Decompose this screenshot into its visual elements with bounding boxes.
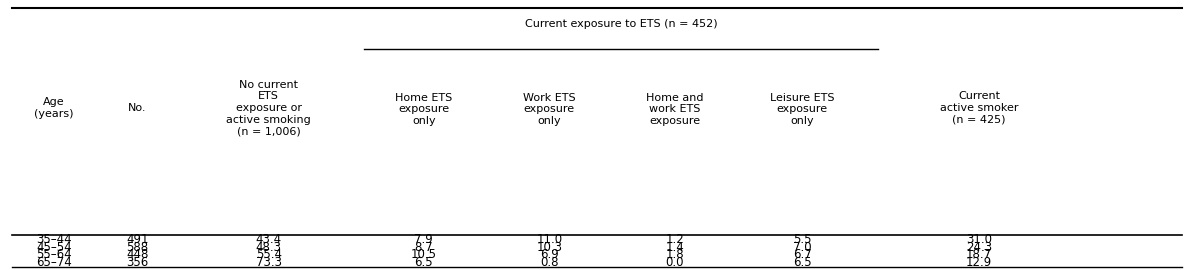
Text: No.: No.	[128, 103, 147, 113]
Text: 31.0: 31.0	[966, 234, 992, 247]
Text: 18.7: 18.7	[966, 248, 992, 261]
Text: 8.7: 8.7	[414, 241, 433, 254]
Text: 43.4: 43.4	[256, 234, 282, 247]
Text: 65–74: 65–74	[36, 256, 72, 269]
Text: 48.3: 48.3	[256, 241, 282, 254]
Text: Current exposure to ETS (n = 452): Current exposure to ETS (n = 452)	[524, 19, 718, 29]
Text: Home ETS
exposure
only: Home ETS exposure only	[395, 93, 453, 126]
Text: 1.8: 1.8	[665, 248, 684, 261]
Text: 45–54: 45–54	[36, 241, 72, 254]
Text: 24.3: 24.3	[966, 241, 992, 254]
Text: 7.9: 7.9	[414, 234, 433, 247]
Text: 10.3: 10.3	[536, 241, 562, 254]
Text: Home and
work ETS
exposure: Home and work ETS exposure	[646, 93, 703, 126]
Text: 6.7: 6.7	[793, 248, 812, 261]
Text: 10.5: 10.5	[411, 248, 437, 261]
Text: 588: 588	[127, 241, 148, 254]
Text: Age
(years): Age (years)	[33, 97, 74, 119]
Text: 12.9: 12.9	[966, 256, 992, 269]
Text: 6.5: 6.5	[414, 256, 433, 269]
Text: 1.2: 1.2	[665, 234, 684, 247]
Text: 356: 356	[127, 256, 148, 269]
Text: 73.3: 73.3	[256, 256, 282, 269]
Text: No current
ETS
exposure or
active smoking
(n = 1,006): No current ETS exposure or active smokin…	[227, 80, 310, 136]
Text: Work ETS
exposure
only: Work ETS exposure only	[523, 93, 576, 126]
Text: 35–44: 35–44	[36, 234, 72, 247]
Text: 55–64: 55–64	[36, 248, 72, 261]
Text: 491: 491	[127, 234, 148, 247]
Text: 1.4: 1.4	[665, 241, 684, 254]
Text: 0.0: 0.0	[665, 256, 684, 269]
Text: Current
active smoker
(n = 425): Current active smoker (n = 425)	[940, 92, 1018, 124]
Text: 5.5: 5.5	[793, 234, 812, 247]
Text: Leisure ETS
exposure
only: Leisure ETS exposure only	[770, 93, 835, 126]
Text: 55.4: 55.4	[256, 248, 282, 261]
Text: 448: 448	[127, 248, 148, 261]
Text: 6.5: 6.5	[793, 256, 812, 269]
Text: 6.9: 6.9	[540, 248, 559, 261]
Text: 7.0: 7.0	[793, 241, 812, 254]
Text: 0.8: 0.8	[540, 256, 559, 269]
Text: 11.0: 11.0	[536, 234, 562, 247]
